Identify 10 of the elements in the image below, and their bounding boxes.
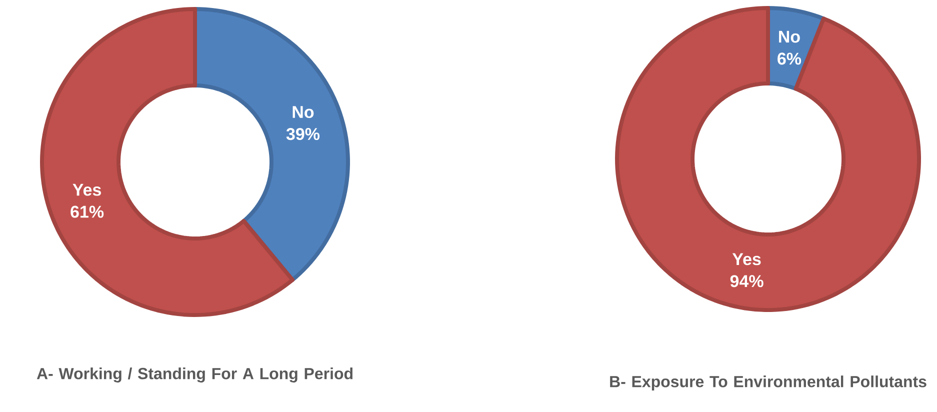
- data-label: 6%: [778, 52, 802, 65]
- text: A- Working / Standing For A Long Period: [36, 368, 352, 382]
- slice-label: No: [292, 106, 314, 118]
- slice-label: Yes: [732, 253, 761, 266]
- slice-label: No: [779, 30, 800, 43]
- data-label: 61%: [70, 206, 104, 218]
- data-label: 39%: [286, 128, 320, 140]
- text: B- Exposure To Environmental Pollutants: [610, 376, 926, 390]
- data-label: 94%: [730, 275, 764, 288]
- slice-label: Yes: [72, 184, 101, 196]
